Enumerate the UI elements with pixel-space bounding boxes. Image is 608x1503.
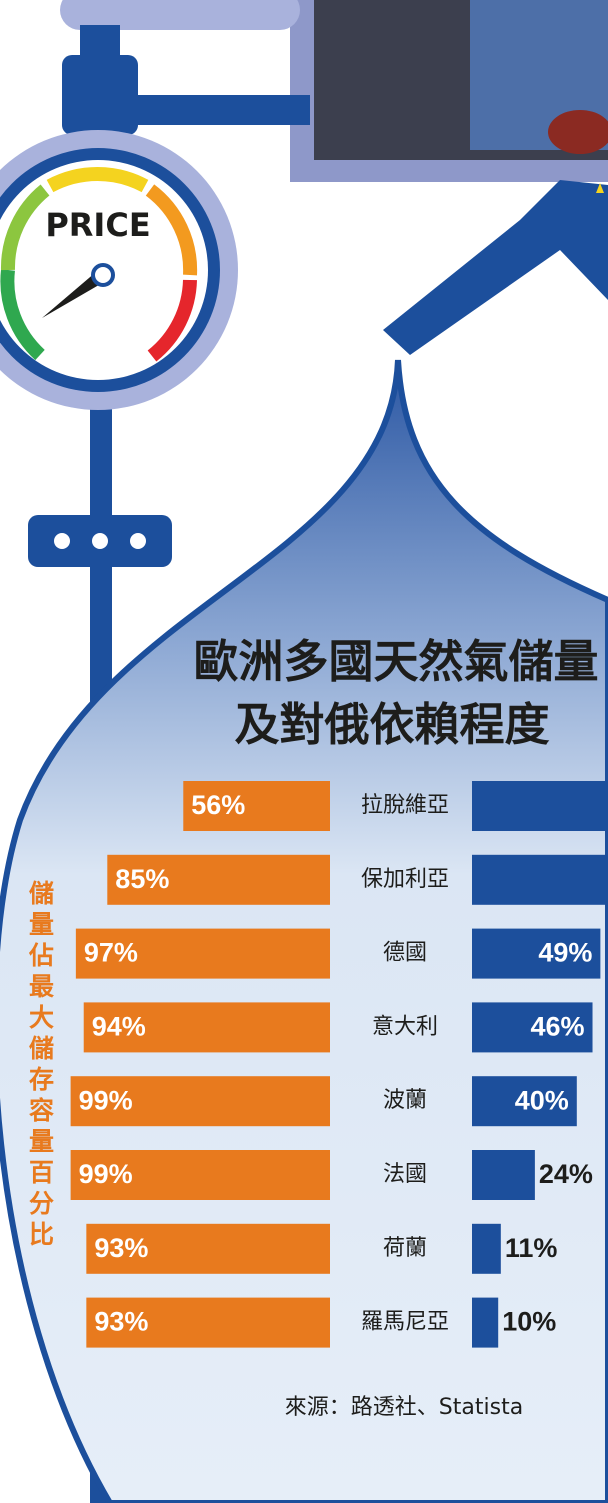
gauge-orange — [145, 184, 198, 276]
value-label: 93% — [94, 1307, 148, 1337]
value-label: 97% — [84, 938, 138, 968]
value-label: 85% — [115, 864, 169, 894]
value-label: 49% — [538, 938, 592, 968]
value-label: 40% — [515, 1085, 569, 1115]
bar — [472, 854, 608, 905]
bar — [83, 1002, 330, 1053]
bar — [472, 1223, 501, 1274]
bar — [472, 1150, 535, 1200]
bar — [472, 781, 608, 831]
pipe-arm — [120, 95, 310, 125]
bar — [70, 1150, 331, 1200]
gauge-hub — [91, 263, 115, 287]
bar — [472, 1076, 577, 1127]
bar — [472, 1002, 593, 1053]
photo-shoe — [548, 110, 608, 154]
bar — [75, 928, 330, 979]
category-label: 法國 — [383, 1162, 427, 1187]
chart-title: 及對俄依賴程度 — [234, 698, 549, 751]
legend-label: 儲量佔最大儲存容量百分比 — [26, 880, 56, 1252]
gauge-red — [147, 279, 197, 362]
source: 來源：路透社、Statista — [285, 1395, 523, 1420]
nozzle — [383, 180, 608, 355]
bar — [107, 854, 330, 905]
category-label: 羅馬尼亞 — [361, 1310, 449, 1335]
bar — [86, 1297, 330, 1348]
valve-body — [62, 55, 138, 135]
gauge-needle — [42, 272, 104, 318]
pipe-top — [60, 0, 300, 30]
dot — [130, 533, 146, 549]
value-label: 93% — [94, 1233, 148, 1263]
bar — [183, 781, 330, 831]
category-label: 波蘭 — [383, 1088, 427, 1113]
category-label: 荷蘭 — [383, 1236, 427, 1261]
value-label: 99% — [79, 1085, 133, 1115]
category-label: 保加利亞 — [361, 867, 449, 892]
gauge-label: PRICE — [45, 206, 150, 244]
chart-title: 歐洲多國天然氣儲量 — [193, 635, 598, 688]
category-label: 德國 — [383, 941, 427, 966]
dot — [92, 533, 108, 549]
gauge-green — [0, 269, 45, 361]
category-label: 拉脫維亞 — [361, 793, 449, 818]
value-label: 99% — [79, 1159, 133, 1189]
star — [596, 183, 604, 193]
bar — [86, 1223, 330, 1274]
bar — [472, 1297, 499, 1348]
value-label: 46% — [530, 1012, 584, 1042]
value-label: 11% — [505, 1233, 558, 1263]
gauge-yellow — [46, 167, 149, 193]
value-label: 94% — [92, 1012, 146, 1042]
dot — [54, 533, 70, 549]
gauge-lightgreen — [0, 184, 50, 271]
value-label: 56% — [191, 790, 245, 820]
bar — [472, 928, 601, 979]
bar — [70, 1076, 331, 1127]
category-label: 意大利 — [372, 1014, 438, 1039]
value-label: 24% — [539, 1159, 593, 1189]
value-label: 10% — [502, 1307, 556, 1337]
